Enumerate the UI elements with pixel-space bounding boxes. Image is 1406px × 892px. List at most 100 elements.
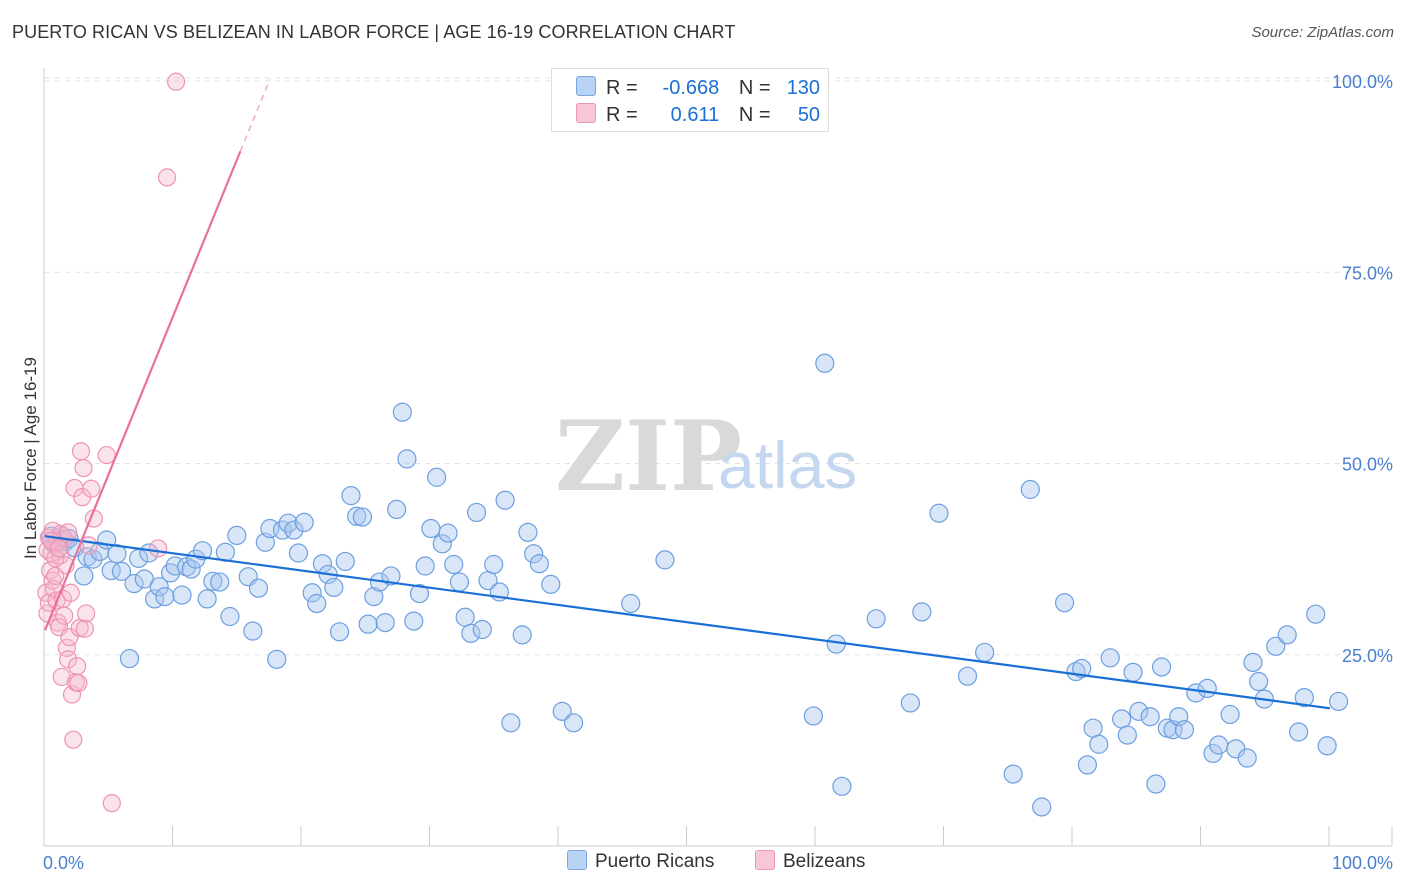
belizean-point xyxy=(74,458,93,478)
puerto-rican-point xyxy=(1237,748,1257,768)
bottom-legend-swatch-blue xyxy=(567,850,587,870)
puerto-rican-point xyxy=(1277,625,1297,645)
puerto-rican-point xyxy=(1152,657,1172,677)
puerto-rican-point xyxy=(1174,720,1195,740)
belizean-point xyxy=(77,604,96,623)
puerto-rican-point xyxy=(1220,704,1240,725)
puerto-rican-point xyxy=(421,518,441,539)
puerto-rican-point xyxy=(1294,687,1314,708)
belizean-point xyxy=(52,667,71,687)
puerto-rican-point xyxy=(1209,735,1229,755)
legend-n-value: 130 xyxy=(786,77,821,99)
belizean-point xyxy=(59,650,78,669)
puerto-rican-point xyxy=(381,566,401,586)
puerto-rican-point xyxy=(197,589,217,609)
legend-row-puerto-ricans: R = -0.668 N = 130 xyxy=(576,76,820,100)
legend-n-label: N = xyxy=(738,77,771,99)
belizean-point xyxy=(57,638,76,657)
puerto-rican-point xyxy=(495,490,515,510)
puerto-rican-point xyxy=(192,541,213,561)
puerto-rican-point xyxy=(220,606,240,627)
puerto-rican-point xyxy=(1083,718,1103,738)
puerto-rican-point xyxy=(501,713,521,733)
source-credit: Source: ZipAtlas.com xyxy=(1251,24,1394,41)
puerto-rican-point xyxy=(1306,604,1326,624)
y-axis-label: In Labor Force | Age 16-19 xyxy=(21,357,40,559)
belizean-trend-line-extension xyxy=(239,79,271,152)
belizean-point xyxy=(61,583,80,602)
puerto-rican-point xyxy=(149,577,169,597)
puerto-rican-point xyxy=(1317,736,1337,756)
puerto-rican-point xyxy=(815,353,835,373)
puerto-rican-point xyxy=(267,649,287,669)
belizean-point xyxy=(148,539,168,558)
puerto-rican-point xyxy=(404,611,424,631)
watermark-atlas: atlas xyxy=(718,428,857,502)
x-tick-label: 100.0% xyxy=(1332,853,1393,873)
puerto-rican-point xyxy=(307,593,327,614)
belizean-point xyxy=(60,628,79,647)
puerto-rican-point xyxy=(1186,683,1206,703)
puerto-rican-point xyxy=(1077,755,1097,775)
belizean-point xyxy=(55,606,74,625)
puerto-rican-point xyxy=(1066,661,1086,682)
puerto-rican-point xyxy=(621,593,641,614)
puerto-rican-point xyxy=(461,623,481,643)
puerto-rican-point xyxy=(438,523,458,543)
puerto-rican-point xyxy=(1112,709,1132,729)
puerto-rican-point xyxy=(552,701,572,721)
belizean-point xyxy=(82,479,101,498)
puerto-rican-point xyxy=(1140,707,1160,727)
puerto-rican-point xyxy=(1249,671,1269,692)
belizean-point xyxy=(102,794,121,813)
puerto-rican-point xyxy=(1266,636,1286,656)
puerto-rican-point xyxy=(1003,764,1023,784)
puerto-rican-point xyxy=(541,574,561,594)
puerto-rican-point xyxy=(358,614,378,634)
puerto-rican-point xyxy=(472,619,492,640)
puerto-rican-trend-line xyxy=(44,535,1331,710)
belizean-point xyxy=(59,523,78,542)
legend-r-value: 0.611 xyxy=(670,104,720,126)
puerto-rican-point xyxy=(655,550,675,570)
watermark-zip: ZIP xyxy=(555,400,742,513)
puerto-rican-point xyxy=(1032,797,1052,817)
puerto-rican-point xyxy=(74,566,94,586)
puerto-rican-point xyxy=(83,549,103,569)
legend-n-value: 50 xyxy=(797,104,821,126)
puerto-rican-point xyxy=(1146,774,1166,794)
trend-lines xyxy=(43,79,1331,710)
puerto-rican-point xyxy=(101,560,121,581)
belizean-point xyxy=(50,539,69,558)
belizean-point xyxy=(68,657,87,676)
belizean-point xyxy=(46,549,65,568)
axes xyxy=(43,68,1393,847)
puerto-rican-point xyxy=(449,572,470,592)
puerto-rican-point xyxy=(832,776,852,796)
belizean-point xyxy=(157,168,177,187)
puerto-rican-point xyxy=(466,502,487,523)
puerto-rican-point xyxy=(484,554,504,575)
puerto-rican-point xyxy=(432,534,452,554)
legend-swatch-blue xyxy=(576,76,596,96)
puerto-rican-point xyxy=(866,609,886,629)
puerto-rican-point xyxy=(111,561,132,581)
puerto-rican-point xyxy=(512,625,532,645)
puerto-rican-point xyxy=(957,666,978,686)
y-tick-label: 75.0% xyxy=(1342,263,1393,283)
puerto-rican-point xyxy=(427,467,447,487)
puerto-rican-point xyxy=(375,613,395,633)
puerto-rican-point xyxy=(518,522,538,542)
bottom-legend-belizeans: Belizeans xyxy=(755,850,865,878)
puerto-rican-point xyxy=(1072,658,1092,679)
tick-labels: 25.0% 50.0% 75.0% 100.0% 0.0% 100.0% xyxy=(43,72,1393,873)
puerto-rican-point xyxy=(1197,678,1217,699)
puerto-rican-point xyxy=(455,607,475,627)
puerto-rican-point xyxy=(444,554,464,575)
bottom-legend-puerto-ricans: Puerto Ricans xyxy=(567,850,714,878)
puerto-rican-point xyxy=(1054,593,1075,613)
puerto-rican-point xyxy=(409,583,430,604)
belizean-point xyxy=(69,673,88,693)
puerto-rican-point xyxy=(324,577,344,598)
puerto-rican-point xyxy=(1123,662,1143,682)
